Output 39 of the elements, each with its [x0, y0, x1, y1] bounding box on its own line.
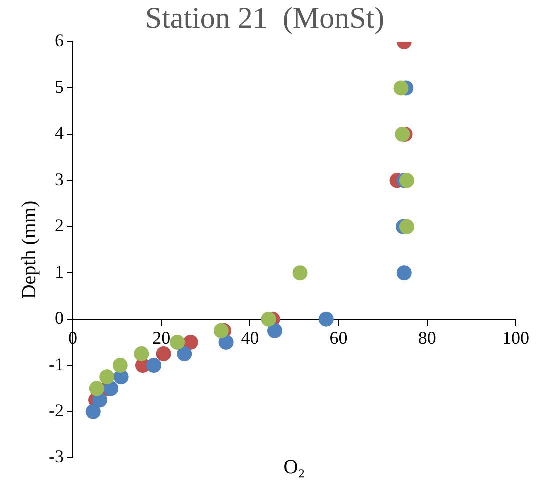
- point: [318, 312, 334, 327]
- point: [214, 323, 229, 338]
- y-tick-label: 2: [54, 216, 64, 236]
- y-tick-label: -2: [48, 400, 64, 421]
- point: [396, 266, 412, 281]
- point: [86, 404, 101, 420]
- x-tick-label: 40: [241, 328, 260, 348]
- point: [394, 80, 409, 96]
- x-axis-title: O₂: [284, 456, 306, 478]
- x-tick-label: 20: [152, 328, 171, 348]
- point: [292, 266, 308, 281]
- point: [183, 334, 198, 350]
- y-axis-title: Depth (mm): [18, 200, 40, 300]
- y-tick-label: 3: [54, 169, 64, 190]
- y-tick-label: 6: [54, 30, 64, 51]
- point: [156, 346, 172, 362]
- point: [400, 173, 415, 188]
- y-tick-label: 1: [54, 262, 64, 282]
- x-tick-label: 60: [330, 328, 348, 348]
- point: [218, 334, 234, 350]
- y-tick-label: -3: [48, 446, 64, 467]
- point: [100, 370, 115, 385]
- point: [134, 346, 150, 362]
- point: [268, 323, 283, 338]
- x-tick-label: 100: [502, 328, 530, 348]
- y-tick-label: 5: [54, 76, 64, 97]
- y-tick-label: -1: [48, 354, 64, 374]
- point: [261, 312, 276, 327]
- y-tick-label: 4: [54, 123, 64, 144]
- point: [177, 346, 192, 362]
- point: [400, 219, 415, 234]
- point: [112, 358, 128, 374]
- point: [89, 381, 104, 396]
- chart-title: Station 21 (MonSt): [145, 2, 385, 35]
- y-tick-label: 0: [54, 308, 64, 328]
- point: [146, 358, 162, 374]
- point: [170, 334, 186, 350]
- x-tick-label: 80: [418, 328, 436, 348]
- point: [104, 381, 119, 396]
